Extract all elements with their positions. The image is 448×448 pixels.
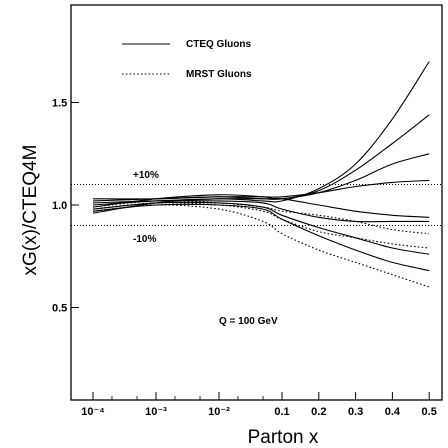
legend: CTEQ Gluons MRST Gluons bbox=[122, 39, 252, 80]
x-tick-label-1: 10⁻³ bbox=[145, 406, 167, 418]
y-tick-label-2: 1.5 bbox=[52, 98, 67, 110]
mrst-gluon-curve-9 bbox=[92, 202, 430, 249]
x-tick-label-4: 0.2 bbox=[311, 406, 326, 418]
y-tick-label-1: 1.0 bbox=[52, 200, 67, 212]
x-tick-label-5: 0.3 bbox=[348, 406, 363, 418]
x-tick-label-7: 0.5 bbox=[422, 406, 437, 418]
cteq-gluon-curve-4 bbox=[92, 197, 430, 218]
plus-ten-percent-label: +10% bbox=[133, 170, 159, 181]
cteq-gluon-curve-6 bbox=[92, 201, 430, 255]
cteq-gluon-curve-0 bbox=[92, 61, 430, 214]
x-tick-label-3: 0.1 bbox=[274, 406, 289, 418]
minus-ten-percent-label: -10% bbox=[133, 234, 156, 245]
x-tick-label-0: 10⁻⁴ bbox=[81, 406, 104, 418]
x-axis-label: Parton x bbox=[248, 427, 319, 448]
legend-label-mrst: MRST Gluons bbox=[186, 69, 252, 80]
y-axis-ticks: 0.5 1.0 1.5 bbox=[52, 98, 79, 315]
x-tick-label-6: 0.4 bbox=[385, 406, 401, 418]
cteq-gluon-curve-1 bbox=[92, 114, 430, 208]
mrst-gluon-curve-8 bbox=[92, 200, 430, 235]
x-axis-ticks: 10⁻⁴ 10⁻³ 10⁻² 0.1 0.2 0.3 0.4 0.5 bbox=[81, 392, 437, 418]
curves-group bbox=[92, 61, 430, 288]
cteq-gluon-curve-3 bbox=[92, 179, 430, 200]
y-axis-label: xG(x)/CTEQ4M bbox=[20, 145, 41, 276]
legend-label-cteq: CTEQ Gluons bbox=[186, 39, 251, 50]
mrst-gluon-curve-10 bbox=[92, 204, 430, 288]
q-scale-annotation: Q = 100 GeV bbox=[219, 316, 278, 327]
plot-frame bbox=[70, 4, 443, 401]
x-tick-label-2: 10⁻² bbox=[208, 406, 230, 418]
cteq-gluon-curve-5 bbox=[92, 200, 430, 223]
y-tick-label-0: 0.5 bbox=[52, 303, 67, 315]
reference-lines bbox=[71, 184, 442, 226]
